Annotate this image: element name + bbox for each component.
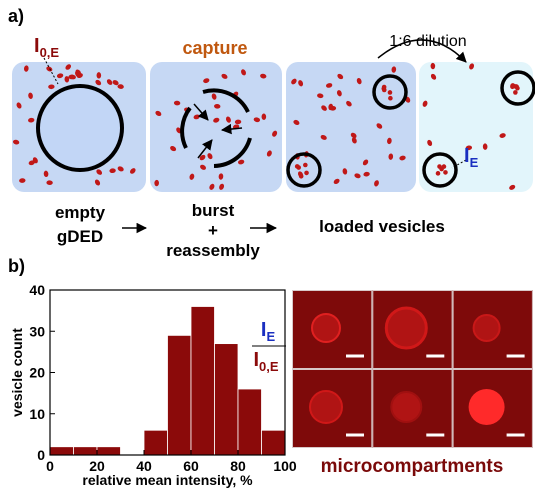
y-tick-label: 20 bbox=[29, 365, 45, 381]
dye bbox=[382, 85, 387, 90]
intensity-label: I0,E bbox=[34, 35, 59, 60]
bar bbox=[97, 447, 121, 455]
bar bbox=[238, 389, 262, 455]
capture-label: capture bbox=[182, 38, 247, 58]
bar bbox=[74, 447, 98, 455]
bar bbox=[215, 344, 239, 455]
bar bbox=[144, 430, 168, 455]
subscript: 0,E bbox=[40, 45, 60, 60]
subscript: E bbox=[470, 155, 479, 170]
step-label: loaded vesicles bbox=[319, 217, 445, 236]
y-tick-label: 0 bbox=[37, 447, 45, 463]
vesicle-image bbox=[386, 308, 426, 348]
step-label: empty bbox=[55, 203, 106, 222]
vesicle-image bbox=[474, 315, 500, 341]
vesicle-image bbox=[391, 392, 421, 422]
dye bbox=[515, 86, 520, 91]
subscript: 0,E bbox=[259, 359, 279, 374]
dye bbox=[304, 171, 309, 176]
dye bbox=[97, 72, 102, 78]
bar bbox=[168, 335, 192, 455]
vesicle-image bbox=[312, 314, 340, 342]
bar bbox=[262, 430, 286, 455]
dye bbox=[388, 90, 393, 95]
dilution-label: 1:6 dilution bbox=[389, 33, 466, 50]
step-label: reassembly bbox=[166, 241, 260, 260]
step-label: gDED bbox=[57, 227, 103, 246]
dye bbox=[299, 174, 304, 179]
box bbox=[150, 62, 282, 192]
panel-label: a) bbox=[8, 6, 24, 26]
subscript: E bbox=[266, 329, 275, 344]
dye bbox=[513, 90, 518, 95]
panel-label: b) bbox=[8, 256, 25, 276]
dye bbox=[296, 165, 301, 170]
dye bbox=[303, 163, 308, 168]
ratio-denominator: I0,E bbox=[253, 349, 278, 374]
dye bbox=[439, 167, 444, 172]
dye bbox=[443, 170, 448, 175]
micrographs bbox=[292, 290, 533, 448]
dye bbox=[436, 171, 441, 176]
y-tick-label: 10 bbox=[29, 406, 45, 422]
x-tick-label: 0 bbox=[46, 458, 54, 474]
step-label: burst bbox=[192, 201, 235, 220]
bar bbox=[191, 307, 215, 456]
dye bbox=[510, 84, 515, 89]
y-axis-label: vesicle count bbox=[9, 328, 25, 417]
ratio-numerator: IE bbox=[261, 319, 276, 344]
dye bbox=[388, 96, 393, 101]
y-tick-label: 40 bbox=[29, 282, 45, 298]
micrograph-caption: microcompartments bbox=[321, 456, 504, 477]
figure: a) I0,E capture 1:6 dilution IE empty gD… bbox=[0, 0, 535, 490]
vesicle-image bbox=[310, 391, 342, 423]
y-tick-label: 30 bbox=[29, 323, 45, 339]
step-label: + bbox=[208, 221, 218, 240]
vesicle-image bbox=[469, 389, 505, 425]
vesicle bbox=[38, 86, 122, 170]
bar bbox=[50, 447, 74, 455]
x-tick-label: 100 bbox=[273, 458, 297, 474]
x-axis-label: relative mean intensity, % bbox=[82, 472, 253, 488]
